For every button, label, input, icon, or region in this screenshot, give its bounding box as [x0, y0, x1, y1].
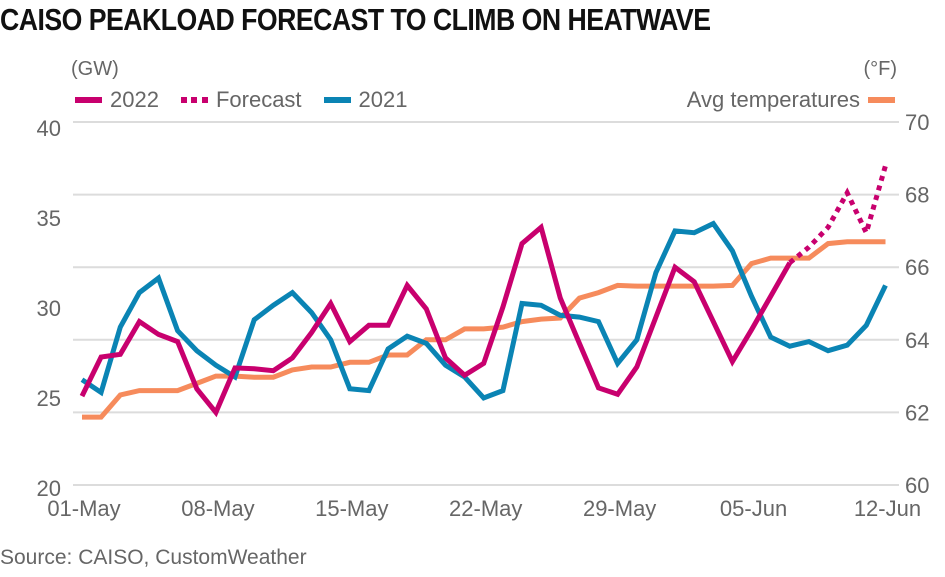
series-line-2021 [80, 220, 888, 401]
chart-title: CAISO PEAKLOAD FORECAST TO CLIMB ON HEAT… [0, 2, 711, 37]
x-tick-label: 15-May [315, 496, 388, 521]
legend-label-avg-temperatures: Avg temperatures [686, 87, 860, 112]
legend-swatch-2021 [323, 97, 351, 103]
y-tick-label-left: 30 [37, 296, 61, 321]
legend-swatch-forecast [180, 97, 208, 103]
x-tick-label: 12-Jun [854, 496, 921, 521]
left-axis-ticks: 40 35 30 25 20 [37, 116, 61, 501]
y-tick-label-right: 64 [905, 328, 929, 353]
y-tick-label-right: 62 [905, 400, 929, 425]
x-axis-ticks: 01-May 08-May 15-May 22-May 29-May 05-Jun 12-J… [47, 496, 921, 521]
y-tick-label-left: 25 [37, 386, 61, 411]
y-tick-label-right: 70 [905, 110, 929, 135]
right-axis-unit: (°F) [863, 58, 897, 80]
x-tick-label: 05-Jun [720, 496, 787, 521]
series-line-avg-temperatures [82, 239, 886, 420]
series-lines [79, 164, 888, 420]
legend-item-2021: 2021 [323, 87, 408, 113]
legend-label-2021: 2021 [358, 87, 408, 112]
source-note: Source: CAISO, CustomWeather [0, 546, 307, 569]
legend-item-forecast: Forecast [180, 87, 302, 113]
x-tick-label: 08-May [181, 496, 254, 521]
x-tick-label: 22-May [449, 496, 522, 521]
legend-left: 2022 Forecast 2021 [75, 86, 408, 114]
legend-item-2022: 2022 [75, 87, 159, 113]
legend-label-2022: 2022 [110, 87, 159, 112]
gridlines [73, 121, 899, 486]
y-tick-label-left: 40 [37, 116, 61, 141]
legend-swatch-2022 [75, 97, 102, 103]
legend-item-avg-temperatures: Avg temperatures [687, 87, 895, 113]
right-axis-ticks: 70 68 66 64 62 60 [905, 110, 929, 498]
x-tick-label: 01-May [47, 496, 120, 521]
left-axis-unit: (GW) [71, 58, 119, 80]
y-tick-label-left: 35 [37, 206, 61, 231]
y-tick-label-right: 60 [905, 473, 929, 498]
legend-label-forecast: Forecast [215, 87, 302, 112]
legend-swatch-avg-temperatures [868, 97, 895, 103]
y-tick-label-right: 66 [905, 255, 929, 280]
legend-right: Avg temperatures [687, 86, 895, 114]
y-tick-label-right: 68 [905, 183, 929, 208]
series-line-forecast [788, 164, 888, 265]
x-tick-label: 29-May [583, 496, 656, 521]
y-tick-label-left: 20 [37, 476, 61, 501]
series-line-2022 [79, 222, 792, 418]
